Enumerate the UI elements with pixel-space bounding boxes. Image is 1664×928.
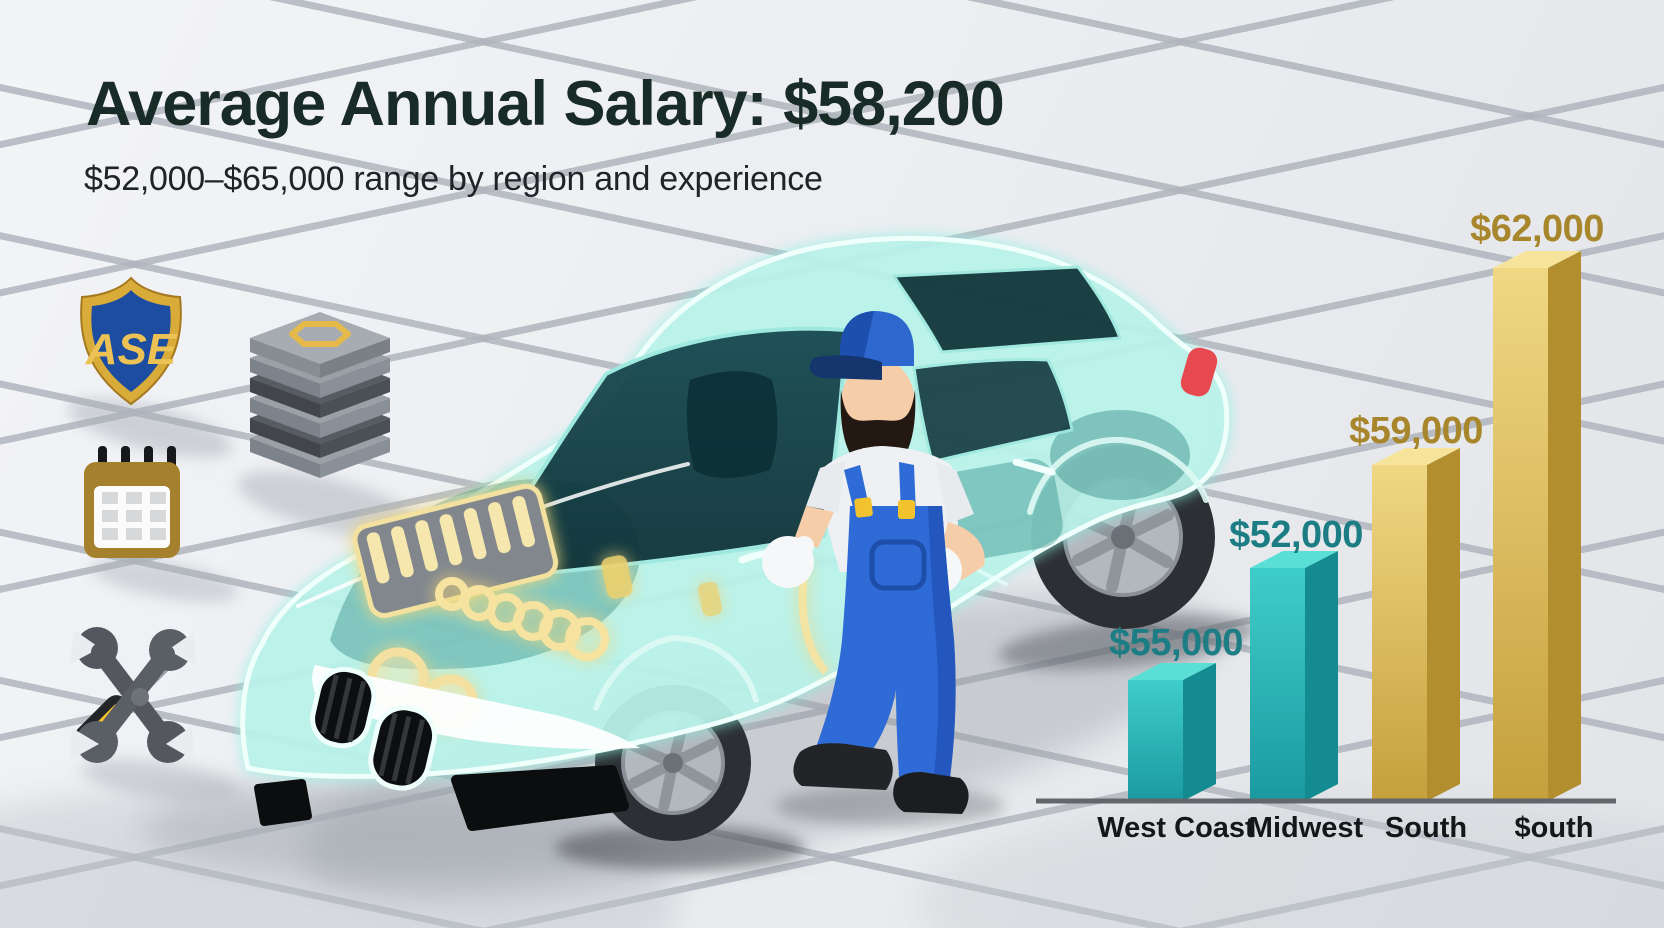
bar-value-midwest: $52,000 — [1229, 514, 1363, 556]
bar-west-coast — [1128, 663, 1216, 801]
page-subtitle: $52,000–$65,000 range by region and expe… — [84, 160, 823, 198]
air-filter-stack-icon — [250, 312, 390, 478]
car-bumper-intake — [451, 765, 629, 831]
calendar-icon — [84, 446, 180, 558]
bar-value-south: $59,000 — [1349, 410, 1483, 452]
ase-shield-icon: ASE — [80, 276, 182, 406]
bar-category-midwest: Midwest — [1248, 812, 1364, 844]
car-headlight — [312, 665, 640, 749]
bar-value-outh: $62,000 — [1470, 208, 1604, 250]
car-seat-silhouette — [686, 371, 778, 478]
bar-midwest — [1250, 551, 1338, 801]
mechanic-illustration — [762, 311, 985, 814]
page-title: Average Annual Salary: $58,200 — [86, 69, 1005, 139]
bar-south — [1372, 448, 1460, 801]
bar-value-west-coast: $55,000 — [1109, 622, 1243, 664]
mechanic-cap-brim — [809, 355, 882, 380]
ase-badge-text: ASE — [85, 325, 178, 374]
car-taillight — [1180, 347, 1218, 397]
bar-category-south: South — [1384, 812, 1468, 844]
filter-hex-ring — [289, 321, 351, 347]
crossed-wrenches-icon — [70, 627, 196, 763]
floor-shadows — [0, 398, 1664, 928]
salary-bar-chart — [1036, 251, 1616, 804]
car-roof-glass — [892, 265, 1122, 354]
bar-category-west-coast: West Coast — [1097, 812, 1255, 844]
mechanic-overalls — [812, 506, 956, 794]
car-grille — [310, 666, 438, 791]
car-rear-window — [912, 357, 1074, 464]
bar-outh — [1493, 251, 1581, 801]
car-side-vent — [254, 779, 312, 826]
bar-category-outh: $outh — [1514, 812, 1594, 844]
